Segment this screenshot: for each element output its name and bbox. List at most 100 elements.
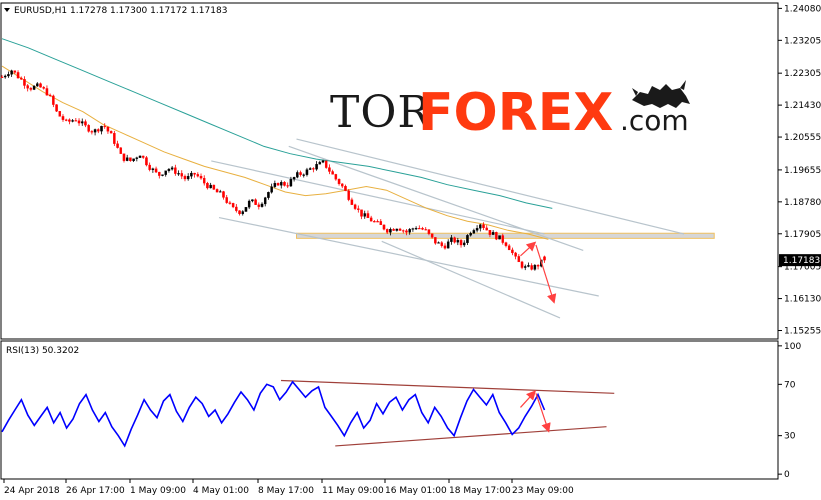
time-tick-label: 1 May 09:00 (130, 486, 186, 496)
candle-body (13, 70, 17, 73)
candle-body (209, 184, 212, 189)
rsi-layer (1, 379, 615, 448)
candle-body (315, 164, 318, 170)
price-tick-label: 1.19655 (784, 166, 821, 176)
candle-body (292, 177, 296, 180)
candle-body (504, 242, 508, 246)
candle-body (254, 199, 257, 205)
candle-body (52, 95, 55, 105)
candle-body (536, 265, 540, 267)
candle-body (45, 88, 49, 96)
candle-body (186, 176, 190, 180)
candle-body (308, 168, 312, 170)
candle-body (257, 204, 261, 207)
logo-forex-text: FOREX (418, 83, 613, 143)
candle-body (302, 174, 305, 176)
rsi-channel-line-1 (335, 426, 607, 447)
candle-body (97, 129, 100, 132)
bull-bear-icon (632, 80, 690, 108)
candle-body (167, 169, 171, 171)
candle-body (376, 221, 379, 223)
candle-body (517, 256, 521, 263)
price-tick-label: 1.17905 (784, 230, 821, 240)
candle-body (251, 199, 254, 202)
candle-body (212, 184, 216, 190)
candle-body (29, 88, 33, 90)
candle-body (527, 265, 530, 267)
candle-body (453, 237, 456, 243)
candle-body (437, 242, 440, 244)
candle-body (488, 230, 492, 235)
trend-line-0 (211, 160, 545, 235)
candle-body (357, 208, 360, 210)
candle-body (36, 83, 39, 87)
candle-body (26, 85, 29, 89)
candle-body (158, 171, 161, 176)
candle-body (318, 162, 322, 165)
candle-body (68, 119, 71, 122)
time-tick-label: 23 May 09:00 (512, 486, 574, 496)
candle-body (270, 186, 273, 193)
candle-body (418, 228, 421, 230)
candle-body (7, 74, 10, 77)
candle-body (507, 245, 511, 251)
candle-body (475, 228, 479, 231)
candle-body (247, 200, 251, 208)
torforex-logo: TOR FOREX .com (330, 80, 690, 143)
candle-body (260, 203, 264, 207)
rsi-header-text: RSI(13) 50.3202 (6, 346, 79, 356)
candle-body (286, 185, 289, 187)
candle-body (366, 213, 370, 219)
price-tick-label: 1.17005 (784, 263, 821, 273)
candle-body (241, 211, 245, 215)
candle-body (402, 230, 405, 232)
candle-body (183, 176, 187, 180)
symbol-header: EURUSD,H1 1.17278 1.17300 1.17172 1.1718… (4, 6, 227, 16)
candle-body (23, 79, 26, 86)
rsi-line (1, 380, 546, 448)
candle-body (109, 131, 113, 134)
trend-line-3 (218, 216, 599, 297)
candle-body (405, 230, 408, 233)
rsi-channel-line-0 (280, 379, 615, 394)
ma-fast-line (1, 65, 549, 240)
rsi-tick-label: 30 (784, 432, 796, 442)
candle-body (93, 129, 97, 133)
candle-body (324, 160, 328, 168)
price-tick-label: 1.16130 (784, 295, 821, 305)
collapse-triangle-icon (4, 8, 10, 12)
candle-body (427, 229, 431, 234)
candle-body (190, 172, 193, 177)
candle-body (122, 153, 126, 161)
time-tick-label: 26 Apr 17:00 (66, 486, 125, 496)
candle-body (514, 252, 517, 257)
candle-body (511, 249, 514, 254)
candle-body (61, 116, 65, 120)
candle-body (132, 158, 135, 162)
candle-body (219, 191, 222, 193)
price-forecast-arrow-1 (535, 244, 557, 304)
price-tick-label: 1.21430 (784, 101, 821, 111)
candle-body (77, 120, 81, 124)
candle-body (283, 182, 286, 186)
candle-body (379, 221, 383, 226)
candle-body (485, 227, 488, 231)
candle-body (395, 228, 399, 231)
candle-body (411, 228, 415, 230)
candle-body (443, 245, 447, 249)
candle-body (231, 203, 235, 208)
candle-body (42, 87, 45, 89)
candle-body (263, 197, 267, 205)
rsi-tick-label: 0 (784, 470, 790, 480)
candle-body (491, 232, 495, 235)
price-tick-label: 1.18780 (784, 198, 821, 208)
price-tick-label: 1.23205 (784, 36, 821, 46)
candle-body (472, 230, 476, 234)
candle-body (3, 75, 7, 78)
candle-body (446, 241, 450, 249)
candle-body (170, 167, 174, 170)
candle-body (119, 147, 123, 154)
symbol-header-text: EURUSD,H1 1.17278 1.17300 1.17172 1.1718… (14, 6, 227, 16)
